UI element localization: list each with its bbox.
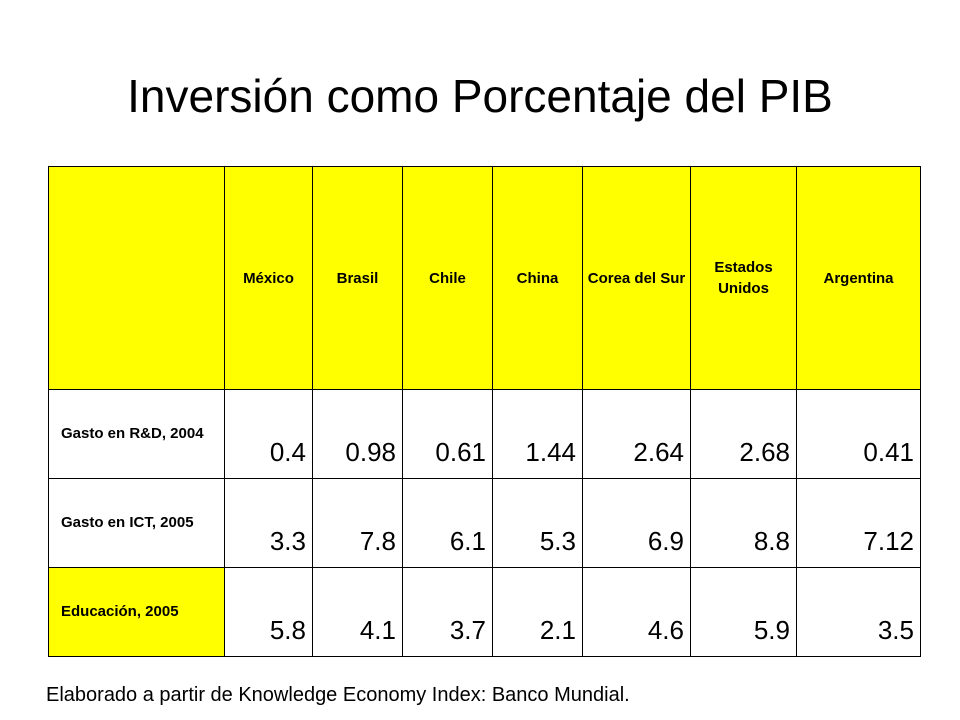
- column-header-china: China: [492, 166, 583, 390]
- column-header-chile: Chile: [402, 166, 493, 390]
- column-header-argentina: Argentina: [796, 166, 921, 390]
- value-cell: 0.98: [312, 389, 403, 479]
- column-header-mexico: México: [224, 166, 313, 390]
- column-header-estados-unidos: Estados Unidos: [690, 166, 797, 390]
- row-label: Gasto en ICT, 2005: [48, 478, 225, 568]
- investment-table: México Brasil Chile China Corea del Sur …: [48, 166, 921, 657]
- table-row-gasto-rd: Gasto en R&D, 2004 0.4 0.98 0.61 1.44 2.…: [48, 389, 921, 479]
- value-cell: 7.8: [312, 478, 403, 568]
- value-cell: 8.8: [690, 478, 797, 568]
- value-cell: 1.44: [492, 389, 583, 479]
- value-cell: 0.4: [224, 389, 313, 479]
- value-cell: 4.6: [582, 567, 691, 657]
- table-header-row: México Brasil Chile China Corea del Sur …: [48, 166, 921, 390]
- value-cell: 7.12: [796, 478, 921, 568]
- value-cell: 0.61: [402, 389, 493, 479]
- corner-header-cell: [48, 166, 225, 390]
- value-cell: 3.3: [224, 478, 313, 568]
- value-cell: 2.1: [492, 567, 583, 657]
- table-row-gasto-ict: Gasto en ICT, 2005 3.3 7.8 6.1 5.3 6.9 8…: [48, 478, 921, 568]
- slide-title: Inversión como Porcentaje del PIB: [127, 70, 833, 122]
- column-header-corea-del-sur: Corea del Sur: [582, 166, 691, 390]
- row-label: Educación, 2005: [48, 567, 225, 657]
- column-header-brasil: Brasil: [312, 166, 403, 390]
- row-label: Gasto en R&D, 2004: [48, 389, 225, 479]
- value-cell: 0.41: [796, 389, 921, 479]
- table-row-educacion: Educación, 2005 5.8 4.1 3.7 2.1 4.6 5.9 …: [48, 567, 921, 657]
- value-cell: 2.68: [690, 389, 797, 479]
- value-cell: 5.3: [492, 478, 583, 568]
- value-cell: 5.9: [690, 567, 797, 657]
- value-cell: 4.1: [312, 567, 403, 657]
- value-cell: 6.1: [402, 478, 493, 568]
- source-note: Elaborado a partir de Knowledge Economy …: [46, 684, 630, 706]
- value-cell: 3.5: [796, 567, 921, 657]
- value-cell: 5.8: [224, 567, 313, 657]
- value-cell: 3.7: [402, 567, 493, 657]
- value-cell: 2.64: [582, 389, 691, 479]
- value-cell: 6.9: [582, 478, 691, 568]
